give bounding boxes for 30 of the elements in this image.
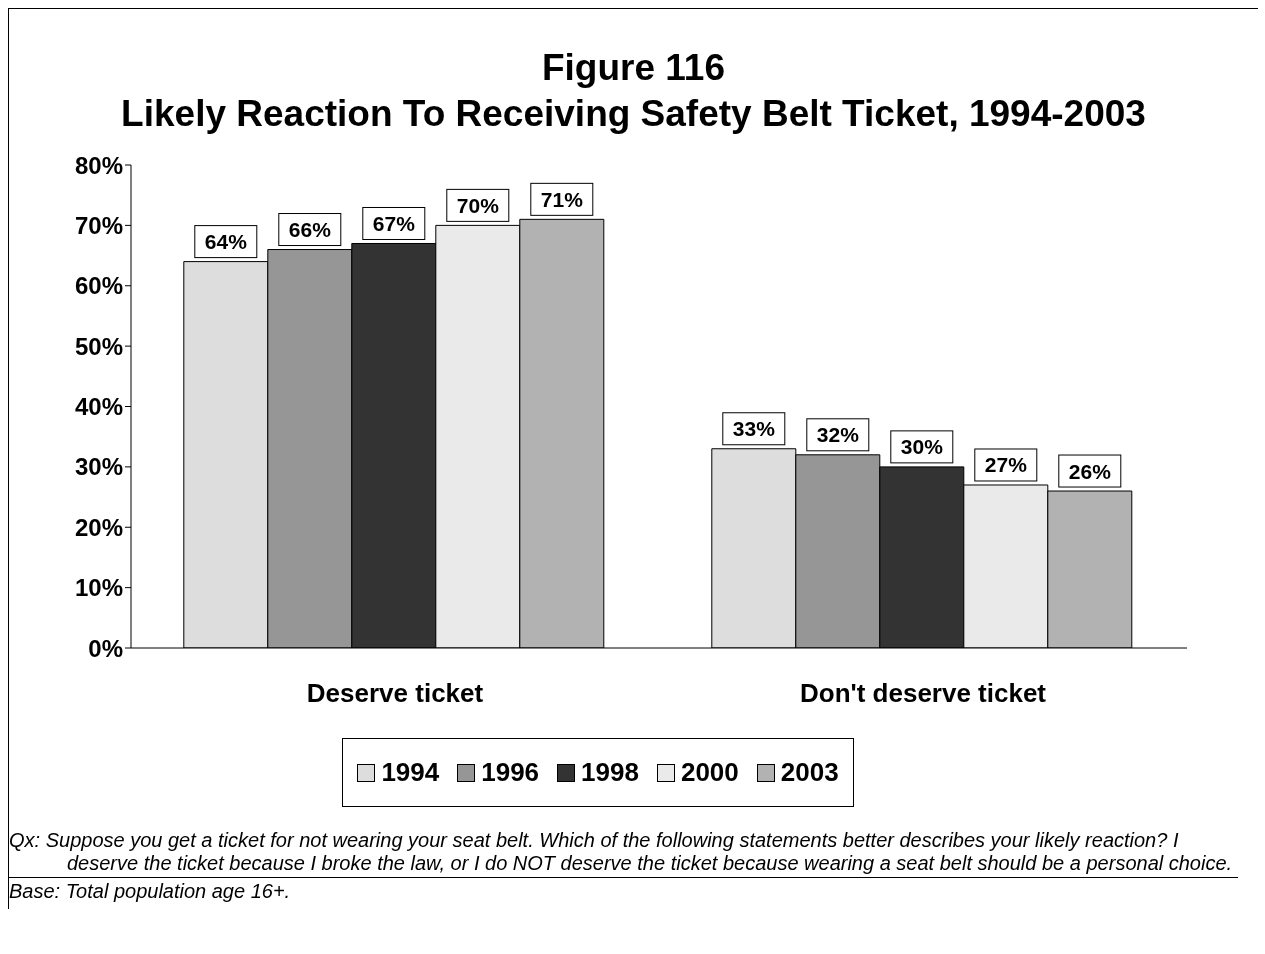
legend-label: 1996: [480, 757, 540, 788]
chart-title: Figure 116: [541, 46, 726, 90]
data-label: 71%: [540, 187, 584, 211]
legend-label: 1994: [380, 757, 440, 788]
data-label: 27%: [984, 453, 1028, 477]
legend-label: 2000: [679, 757, 739, 788]
data-label: 66%: [288, 218, 332, 242]
y-tick-label: 20%: [74, 513, 123, 541]
y-tick-label: 80%: [74, 151, 123, 179]
y-tick-label: 10%: [74, 574, 123, 602]
y-tick-label: 0%: [88, 634, 123, 662]
y-tick-label: 40%: [74, 393, 123, 421]
data-label: 64%: [204, 230, 248, 254]
legend-label: 2003: [779, 757, 839, 788]
x-tick-label: Don't deserve ticket: [799, 678, 1047, 709]
legend-label: 1998: [580, 757, 639, 788]
y-tick-label: 50%: [74, 332, 123, 360]
data-label: 26%: [1068, 459, 1112, 483]
y-tick-label: 30%: [74, 453, 123, 481]
x-tick-label: Deserve ticket: [306, 678, 484, 709]
text: Qx: Suppose you get a ticket for not wearing your seat belt. Which of the following statements better describes your likely reaction? I deserve the ticket because I broke the law, or I do NOT deserve the ticket because wearing a seat belt should be a personal choice.: [9, 828, 1234, 876]
text: Base: Total population age 16+.: [9, 877, 1238, 905]
data-label: 67%: [372, 211, 416, 235]
data-label: 30%: [900, 435, 944, 459]
data-label: 32%: [816, 423, 860, 447]
y-tick-label: 60%: [74, 272, 123, 300]
y-tick-label: 70%: [74, 211, 123, 239]
chart-subtitle: Likely Reaction To Receiving Safety Belt Ticket, 1994-2003: [120, 92, 1147, 136]
data-label: 33%: [732, 417, 776, 441]
data-label: 70%: [456, 193, 500, 217]
